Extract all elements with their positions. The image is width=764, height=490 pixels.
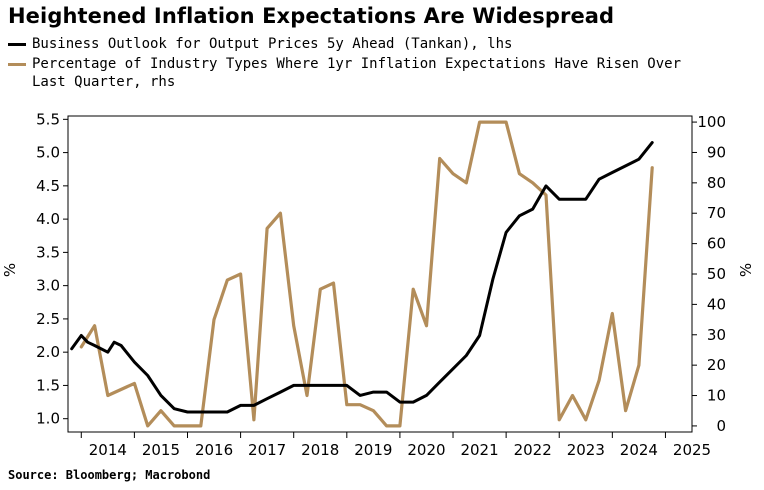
x-tick-label: 2017 [248, 441, 286, 459]
left-tick-label: 4.5 [36, 177, 60, 195]
left-tick-label: 2.0 [36, 343, 60, 361]
legend: Business Outlook for Output Prices 5y Ah… [8, 35, 708, 91]
left-tick-label: 2.5 [36, 310, 60, 328]
right-tick-label: 50 [707, 265, 726, 283]
right-tick-label: 10 [707, 387, 726, 405]
series-line-industry [79, 120, 654, 428]
right-tick-label: 100 [697, 113, 726, 131]
left-tick-label: 1.5 [36, 376, 60, 394]
left-tick-label: 3.5 [36, 243, 60, 261]
x-tick-label: 2023 [567, 441, 605, 459]
legend-swatch-gold [8, 63, 26, 66]
x-tick-label: 2019 [354, 441, 392, 459]
x-tick-label: 2021 [460, 441, 498, 459]
series-line-tankan [70, 141, 654, 414]
x-tick-label: 2020 [407, 441, 445, 459]
left-tick-label: 5.0 [36, 144, 60, 162]
left-tick-label: 1.0 [36, 410, 60, 428]
legend-label-tankan: Business Outlook for Output Prices 5y Ah… [32, 36, 513, 52]
right-tick-label: 0 [716, 417, 726, 435]
source-note: Source: Bloomberg; Macrobond [8, 468, 211, 482]
x-tick-label: 2022 [514, 441, 552, 459]
left-axis-label: % [1, 263, 19, 277]
right-tick-label: 80 [707, 174, 726, 192]
right-tick-label: 20 [707, 356, 726, 374]
right-axis-label: % [737, 263, 755, 277]
x-tick-label: 2024 [620, 441, 658, 459]
legend-item-industry: Percentage of Industry Types Where 1yr I… [8, 55, 708, 91]
x-tick-label: 2025 [673, 441, 711, 459]
chart-title: Heightened Inflation Expectations Are Wi… [8, 4, 615, 28]
x-tick-label: 2016 [195, 441, 233, 459]
right-tick-label: 70 [707, 204, 726, 222]
right-tick-label: 60 [707, 235, 726, 253]
left-tick-label: 3.0 [36, 277, 60, 295]
legend-item-tankan: Business Outlook for Output Prices 5y Ah… [8, 35, 708, 53]
right-tick-label: 90 [707, 143, 726, 161]
right-tick-label: 30 [707, 326, 726, 344]
x-tick-label: 2015 [142, 441, 180, 459]
left-tick-label: 5.5 [36, 110, 60, 128]
x-tick-label: 2018 [301, 441, 339, 459]
legend-swatch-black [8, 43, 26, 46]
left-tick-label: 4.0 [36, 210, 60, 228]
right-tick-label: 40 [707, 295, 726, 313]
legend-label-industry: Percentage of Industry Types Where 1yr I… [32, 56, 682, 90]
x-tick-label: 2014 [89, 441, 127, 459]
